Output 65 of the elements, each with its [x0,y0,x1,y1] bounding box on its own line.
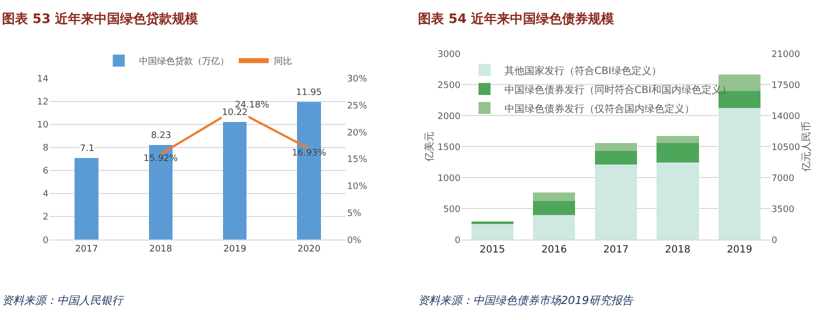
bar [533,201,576,215]
y2-tick-label: 3500 [771,204,795,215]
y-tick-label: 0 [42,236,49,246]
y2-tick-label: 10% [347,182,368,192]
y-tick-label: 14 [36,74,49,85]
x-tick-label: 2020 [298,244,321,254]
x-tick-label: 2016 [541,244,567,256]
y-axis-title: 亿美元 [424,132,436,163]
x-tick-label: 2019 [726,244,752,256]
y2-tick-label: 25% [347,101,368,112]
y-tick-label: 2 [42,212,48,223]
x-tick-label: 2019 [223,244,247,254]
y-tick-label: 6 [42,166,49,177]
bar [222,122,247,240]
y-tick-label: 2000 [438,112,461,122]
y-tick-label: 4 [42,190,49,200]
bar [656,162,699,240]
bar [74,158,98,240]
legend-label: 中国绿色贷款（万亿） [138,56,229,68]
bar [594,164,637,240]
y-tick-label: 10 [36,120,49,131]
y-tick-label: 1500 [438,142,461,153]
y2-tick-label: 10500 [771,142,800,153]
bar [471,222,514,224]
y2-tick-label: 17500 [771,80,800,91]
bar [594,142,637,151]
y-tick-label: 1000 [438,174,461,184]
y-tick-label: 0 [454,236,461,246]
bar [718,108,761,240]
y-tick-label: 3000 [438,50,461,60]
x-tick-label: 2017 [603,244,629,256]
y2-tick-label: 21000 [771,50,800,60]
chart-title: 图表 53 近年来中国绿色贷款规模 [2,11,198,27]
y-tick-label: 12 [36,98,48,108]
legend-label: 中国绿色债券发行（仅符合国内绿色定义） [504,102,695,115]
legend-label: 其他国家发行（符合CBI绿色定义） [504,64,662,77]
x-tick-label: 2017 [75,244,98,254]
bar [656,142,699,163]
y2-tick-label: 5% [347,208,362,219]
data-label: 11.95 [296,88,322,98]
data-label: 8.23 [151,131,172,141]
text: 资料来源：中国绿色债券市场2019研究报告 [418,294,634,307]
x-tick-label: 2018 [149,244,172,254]
text: 资料来源：中国人民银行 [2,294,125,307]
bar [656,136,699,143]
y2-tick-label: 15% [347,155,368,166]
y2-tick-label: 0% [347,236,362,246]
bar [533,192,576,202]
y-tick-label: 500 [443,204,461,215]
bar [594,150,637,165]
y2-tick-label: 30% [347,74,368,85]
x-tick-label: 2018 [665,244,690,256]
legend-label: 同比 [274,56,292,68]
x-tick-label: 2015 [480,244,506,256]
y2-tick-label: 7000 [771,174,795,184]
bar [533,214,576,240]
chart-title: 图表 54 近年来中国绿色债券规模 [418,11,614,27]
y-tick-label: 8 [42,144,49,154]
data-label: 7.1 [80,144,94,154]
y2-tick-label: 0 [771,236,778,246]
y2-tick-label: 14000 [771,112,800,122]
y2-axis-title: 亿元人民币 [800,122,812,173]
y-tick-label: 2500 [438,80,461,91]
bar [471,224,514,240]
y2-tick-label: 20% [347,128,368,138]
